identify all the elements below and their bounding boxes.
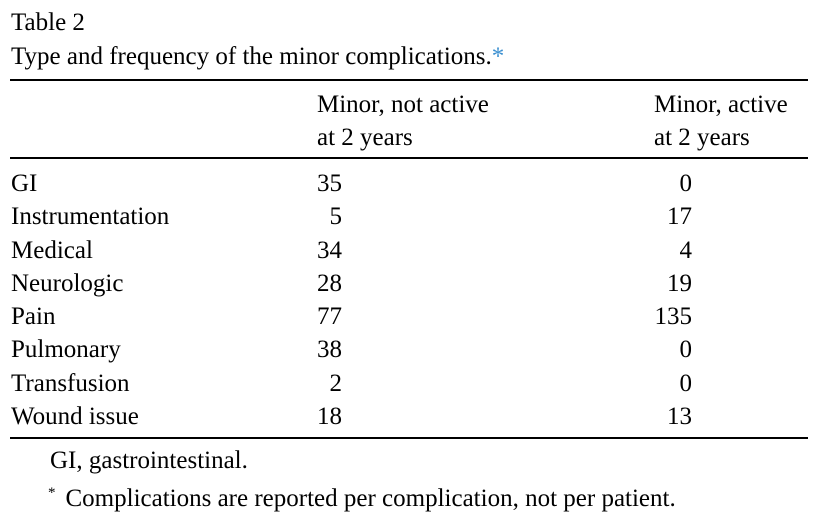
footnote-asterisk: * — [48, 485, 56, 501]
header-rule — [10, 157, 808, 159]
column-header-line: Minor, not active — [317, 91, 489, 118]
row-label: GI — [11, 170, 38, 197]
footnote-link[interactable]: * — [491, 43, 505, 70]
value-active: 0 — [679, 336, 693, 363]
row-label: Neurologic — [11, 270, 124, 297]
value-not-active: 5 — [329, 203, 343, 230]
table-row: Pain 77 135 — [0, 300, 818, 333]
table-caption-label: Table 2 — [11, 9, 85, 36]
value-not-active: 77 — [317, 303, 342, 330]
value-not-active: 34 — [317, 237, 342, 264]
row-label: Instrumentation — [11, 203, 170, 230]
value-not-active: 18 — [317, 403, 342, 430]
caption-title-text: Type and frequency of the minor complica… — [11, 43, 492, 70]
value-not-active: 2 — [329, 370, 343, 397]
row-label: Pulmonary — [11, 336, 121, 363]
value-active: 0 — [679, 370, 693, 397]
column-header-line: at 2 years — [654, 124, 750, 151]
value-active: 13 — [667, 403, 692, 430]
row-label: Wound issue — [11, 403, 139, 430]
footnote-text: Complications are reported per complicat… — [65, 485, 676, 512]
value-active: 0 — [679, 170, 693, 197]
table-caption-title: Type and frequency of the minor complica… — [11, 42, 504, 72]
row-label: Transfusion — [11, 370, 130, 397]
footnote-asterisk-note: * Complications are reported per complica… — [48, 478, 676, 514]
top-rule — [10, 79, 808, 81]
value-active: 135 — [654, 303, 693, 330]
column-header-not-active: Minor, not active at 2 years — [317, 88, 489, 154]
row-label: Medical — [11, 237, 93, 264]
table-row: Wound issue 18 13 — [0, 400, 818, 433]
table-row: Transfusion 2 0 — [0, 367, 818, 400]
table-row: Pulmonary 38 0 — [0, 333, 818, 366]
value-active: 4 — [679, 237, 693, 264]
row-label: Pain — [11, 303, 56, 330]
table-row: GI 35 0 — [0, 167, 818, 200]
value-active: 17 — [667, 203, 692, 230]
column-header-active: Minor, active at 2 years — [654, 88, 788, 154]
value-not-active: 28 — [317, 270, 342, 297]
bottom-rule — [10, 437, 808, 439]
column-header-line: Minor, active — [654, 91, 788, 118]
table-row: Medical 34 4 — [0, 234, 818, 267]
table-row: Neurologic 28 19 — [0, 267, 818, 300]
column-header-line: at 2 years — [317, 124, 413, 151]
value-not-active: 35 — [317, 170, 342, 197]
value-active: 19 — [667, 270, 692, 297]
value-not-active: 38 — [317, 336, 342, 363]
table-row: Instrumentation 5 17 — [0, 200, 818, 233]
footnote-abbreviation: GI, gastrointestinal. — [50, 447, 248, 474]
